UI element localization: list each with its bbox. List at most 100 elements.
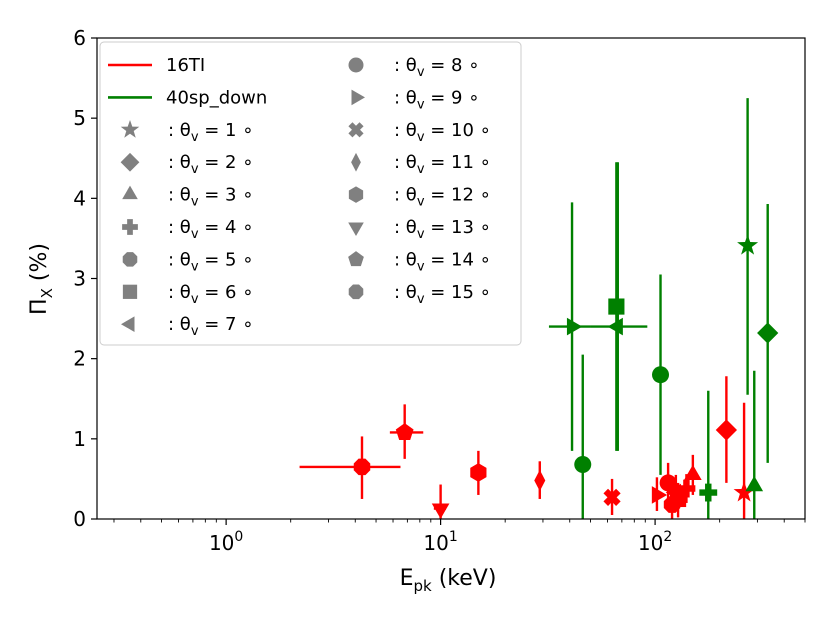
legend-label-sub: v	[417, 162, 425, 177]
data-point	[677, 479, 696, 498]
legend-label-value: = 11 ∘	[425, 152, 491, 173]
legend-label-value: = 14 ∘	[425, 249, 491, 270]
y-axis-label-tail: (%)	[27, 243, 52, 288]
y-tick-label: 2	[73, 347, 86, 371]
data-point	[470, 463, 487, 482]
legend-label-sub: v	[191, 195, 199, 210]
legend-label-sub: v	[417, 97, 425, 112]
legend-marker-swatch	[120, 152, 140, 172]
legend-label-sub: v	[417, 292, 425, 307]
series-0	[299, 376, 755, 519]
legend-label-value: = 8 ∘	[425, 55, 480, 76]
legend-marker-swatch	[348, 57, 364, 73]
x-axis-label-tail: (keV)	[432, 566, 497, 591]
legend-label: : θv = 6 ∘	[168, 282, 253, 307]
legend-label-prefix: : θ	[168, 217, 191, 238]
data-point	[757, 322, 779, 344]
data-point	[715, 419, 738, 441]
legend-label-sub: v	[191, 259, 199, 274]
legend-label: : θv = 10 ∘	[394, 120, 491, 145]
data-point	[733, 481, 755, 502]
legend-marker-swatch	[122, 219, 138, 235]
legend-marker-swatch	[122, 284, 138, 299]
x-axis-label-main: E	[400, 566, 414, 591]
legend-label-value: = 5 ∘	[199, 249, 254, 270]
legend-label-value: = 6 ∘	[199, 282, 254, 303]
data-point	[651, 486, 668, 504]
x-axis-label-sub: pk	[413, 577, 432, 595]
data-point	[652, 366, 670, 384]
legend-label-prefix: : θ	[394, 152, 417, 173]
x-axis-label: Epk (keV)	[400, 566, 497, 595]
legend-marker-swatch	[122, 185, 138, 200]
legend-label-prefix: : θ	[394, 249, 417, 270]
legend-label-prefix: : θ	[168, 249, 191, 270]
x-tick-label-exp: 2	[663, 529, 672, 545]
plot-area	[299, 98, 779, 519]
data-layer	[299, 98, 779, 519]
legend-label: : θv = 12 ∘	[394, 185, 491, 210]
data-point	[659, 474, 677, 492]
data-point	[566, 317, 583, 336]
data-point	[663, 496, 681, 513]
x-tick-label-base: 10	[209, 531, 234, 555]
data-point	[603, 488, 621, 506]
legend-marker-swatch	[348, 122, 364, 138]
legend-box	[99, 41, 522, 346]
legend-label-sub: v	[191, 130, 199, 145]
data-point	[699, 483, 718, 502]
y-tick-label: 0	[73, 507, 86, 531]
legend-label-prefix: : θ	[394, 282, 417, 303]
x-tick-label-base: 10	[423, 531, 448, 555]
legend-marker-swatch	[120, 120, 140, 138]
legend-label-prefix: : θ	[394, 120, 417, 141]
legend-label-value: = 12 ∘	[425, 185, 491, 206]
y-axis-label-sub: X	[38, 288, 56, 298]
y-tick-label: 3	[73, 267, 86, 291]
legend-label-sub: v	[191, 227, 199, 242]
data-point	[607, 317, 623, 336]
legend-label-value: = 13 ∘	[425, 217, 491, 238]
data-point	[574, 455, 592, 473]
data-point	[608, 298, 625, 315]
y-axis-label: ΠX (%)	[27, 243, 56, 315]
legend-label: : θv = 2 ∘	[168, 152, 253, 177]
legend-label: : θv = 15 ∘	[394, 282, 491, 307]
x-tick-label-base: 10	[638, 531, 663, 555]
x-tick-label: 101	[423, 529, 457, 555]
data-point	[745, 475, 764, 492]
legend-label-sub: v	[191, 292, 199, 307]
legend-label-prefix: : θ	[168, 282, 191, 303]
y-tick-label: 1	[73, 427, 86, 451]
legend-marker-swatch	[122, 252, 138, 267]
y-tick-label: 6	[73, 26, 86, 50]
legend-label-prefix: : θ	[168, 185, 191, 206]
legend-label-sub: v	[191, 162, 199, 177]
legend-label: : θv = 7 ∘	[168, 314, 253, 339]
legend-marker-swatch	[348, 222, 364, 236]
legend-label-prefix: : θ	[168, 120, 191, 141]
legend-label: : θv = 14 ∘	[394, 249, 491, 274]
legend-label-value: = 7 ∘	[199, 314, 254, 335]
legend-label-sub: v	[417, 195, 425, 210]
legend-label-sub: v	[417, 227, 425, 242]
x-tick-label-exp: 1	[449, 529, 458, 545]
legend-label-value: = 15 ∘	[425, 282, 491, 303]
data-point	[431, 503, 450, 519]
x-tick-label-exp: 0	[234, 529, 243, 545]
legend-label-prefix: : θ	[394, 55, 417, 76]
data-point	[353, 458, 371, 476]
y-tick-label: 4	[73, 186, 86, 210]
legend-series-label: 16TI	[166, 55, 205, 76]
legend-series-label: 40sp_down	[166, 87, 267, 108]
legend-label-prefix: : θ	[168, 314, 191, 335]
legend-label-sub: v	[191, 324, 199, 339]
legend-label: : θv = 3 ∘	[168, 185, 253, 210]
legend-label: : θv = 8 ∘	[394, 55, 479, 80]
legend-label-value: = 9 ∘	[425, 87, 480, 108]
legend-marker-swatch	[348, 251, 364, 267]
legend-marker-swatch	[348, 284, 364, 300]
legend-label: : θv = 5 ∘	[168, 249, 253, 274]
